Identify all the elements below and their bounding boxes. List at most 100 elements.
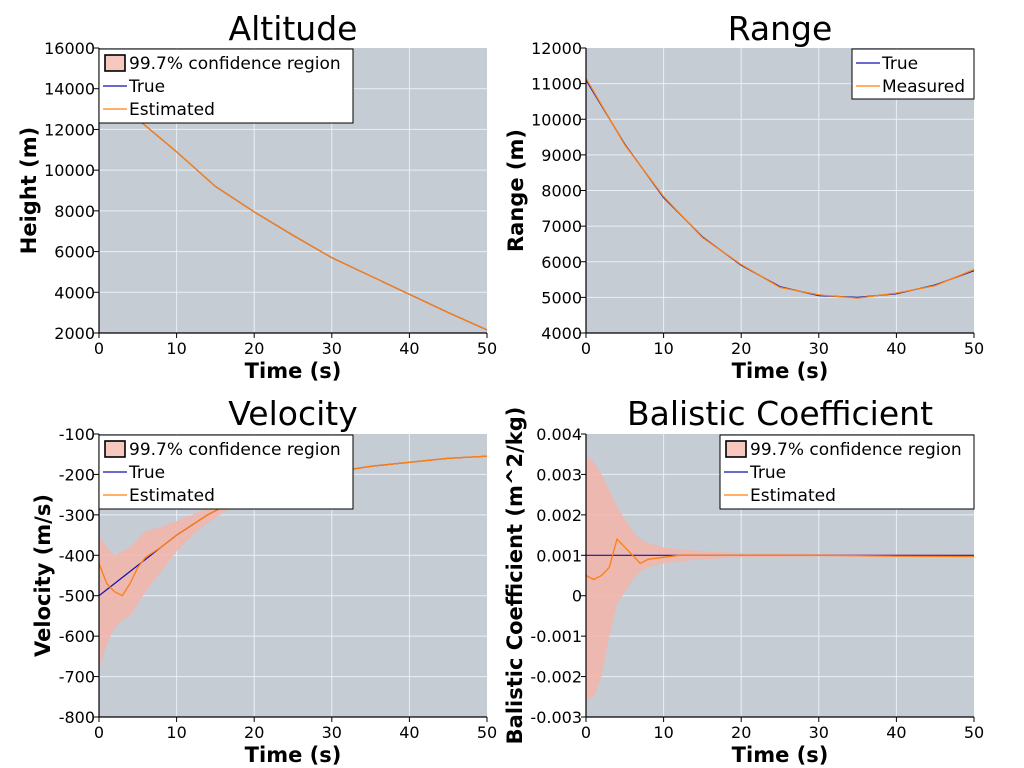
chart-4: 0 10 20 30 40 50 -0.003 -0.002 -0.001 0 0.001 0.002…: [503, 394, 984, 767]
series-line-measured: [585, 77, 975, 299]
x-tick-label: 30: [809, 723, 829, 742]
y-tick-label: 4000: [541, 324, 582, 343]
y-tick-label: -100: [59, 425, 95, 444]
y-tick-label: 11000: [531, 75, 582, 94]
legend-swatch-confidence: [725, 440, 747, 458]
y-tick-label: -0.003: [530, 708, 582, 727]
y-tick-label: -300: [59, 506, 95, 525]
x-tick-label: 30: [322, 723, 342, 742]
x-tick-label: 40: [886, 723, 906, 742]
y-tick-label: -500: [59, 587, 95, 606]
y-tick-label: 0.001: [536, 546, 582, 565]
legend-label: Estimated: [129, 100, 215, 120]
y-tick-label: 4000: [54, 283, 95, 302]
legend: True Measured: [851, 48, 975, 100]
x-axis-label: Time (s): [245, 359, 342, 383]
x-tick-label: 50: [477, 339, 497, 358]
chart-title: Balistic Coefficient: [627, 394, 933, 433]
x-tick-label: 40: [399, 723, 419, 742]
y-tick-label: 0.003: [536, 465, 582, 484]
y-axis-label: Balistic Coefficient (m^2/kg): [503, 407, 527, 745]
y-tick-label: 6000: [54, 243, 95, 262]
y-tick-label: -200: [59, 465, 95, 484]
y-axis-label: Range (m): [504, 129, 528, 252]
x-tick-label: 0: [581, 339, 591, 358]
x-tick-label: 10: [166, 339, 186, 358]
y-tick-label: -600: [59, 627, 95, 646]
legend-label: Estimated: [750, 486, 836, 506]
x-tick-label: 40: [886, 339, 906, 358]
y-tick-label: 0.002: [536, 506, 582, 525]
x-axis-label: Time (s): [732, 359, 829, 383]
y-tick-label: -400: [59, 546, 95, 565]
y-tick-label: 2000: [54, 324, 95, 343]
series-line-estimated: [98, 82, 488, 331]
y-tick-label: 12000: [531, 39, 582, 58]
legend-label: True: [128, 463, 165, 483]
y-tick-label: 7000: [541, 217, 582, 236]
y-tick-label: 16000: [44, 39, 95, 58]
chart-title: Altitude: [229, 9, 358, 48]
x-tick-label: 10: [653, 339, 673, 358]
y-tick-label: 0: [572, 587, 582, 606]
legend-box: [98, 48, 354, 124]
x-tick-label: 30: [809, 339, 829, 358]
series-line-estimated: [585, 537, 975, 581]
legend-box: [98, 434, 354, 510]
x-tick-label: 20: [731, 723, 751, 742]
x-tick-label: 20: [244, 339, 264, 358]
legend-label: Estimated: [129, 486, 215, 506]
chart-3: 0 10 20 30 40 50 -800 -700 -600 -500 -400 -300 -200 -…: [31, 394, 497, 767]
y-tick-label: 5000: [541, 288, 582, 307]
legend-label: 99.7% confidence region: [750, 440, 962, 460]
y-tick-label: 12000: [44, 120, 95, 139]
x-tick-label: 10: [166, 723, 186, 742]
y-tick-label: 6000: [541, 253, 582, 272]
x-tick-label: 0: [581, 723, 591, 742]
legend: 99.7% confidence region True Estimated: [98, 434, 354, 510]
legend-label: 99.7% confidence region: [129, 440, 341, 460]
y-tick-label: -0.002: [530, 668, 582, 687]
chart-title: Velocity: [228, 394, 357, 433]
chart-1: 0 10 20 30 40 50 2000 4000 6000 8000 10000 12000 140…: [17, 9, 497, 383]
x-axis-label: Time (s): [732, 743, 829, 767]
y-tick-label: 0.004: [536, 425, 582, 444]
x-tick-label: 10: [653, 723, 673, 742]
legend-label: True: [128, 77, 165, 97]
x-tick-label: 40: [399, 339, 419, 358]
x-axis-label: Time (s): [245, 743, 342, 767]
series-line-estimated: [98, 455, 488, 597]
x-tick-label: 50: [964, 339, 984, 358]
x-tick-label: 50: [477, 723, 497, 742]
y-tick-label: -0.001: [530, 627, 582, 646]
x-tick-label: 20: [731, 339, 751, 358]
y-tick-label: 9000: [541, 146, 582, 165]
legend: 99.7% confidence region True Estimated: [719, 434, 975, 510]
legend-swatch-confidence: [104, 440, 126, 458]
legend-label: Measured: [882, 77, 965, 97]
legend-box: [719, 434, 975, 510]
x-tick-label: 0: [94, 723, 104, 742]
y-tick-label: 14000: [44, 80, 95, 99]
y-axis-label: Velocity (m/s): [31, 494, 55, 657]
x-tick-label: 50: [964, 723, 984, 742]
legend-box: [851, 48, 975, 100]
chart-2: 0 10 20 30 40 50 4000 5000 6000 7000 8000 9000 10000…: [504, 9, 984, 383]
chart-title: Range: [728, 9, 833, 48]
x-tick-label: 0: [94, 339, 104, 358]
legend-label: True: [881, 54, 918, 74]
y-axis-label: Height (m): [17, 127, 41, 254]
y-tick-label: 8000: [541, 182, 582, 201]
legend: 99.7% confidence region True Estimated: [98, 48, 354, 124]
legend-label: 99.7% confidence region: [129, 54, 341, 74]
x-tick-label: 20: [244, 723, 264, 742]
y-tick-label: 10000: [531, 110, 582, 129]
y-tick-label: -800: [59, 708, 95, 727]
legend-swatch-confidence: [104, 54, 126, 72]
y-tick-label: 10000: [44, 161, 95, 180]
x-tick-label: 30: [322, 339, 342, 358]
legend-label: True: [749, 463, 786, 483]
y-tick-label: -700: [59, 668, 95, 687]
y-tick-label: 8000: [54, 202, 95, 221]
